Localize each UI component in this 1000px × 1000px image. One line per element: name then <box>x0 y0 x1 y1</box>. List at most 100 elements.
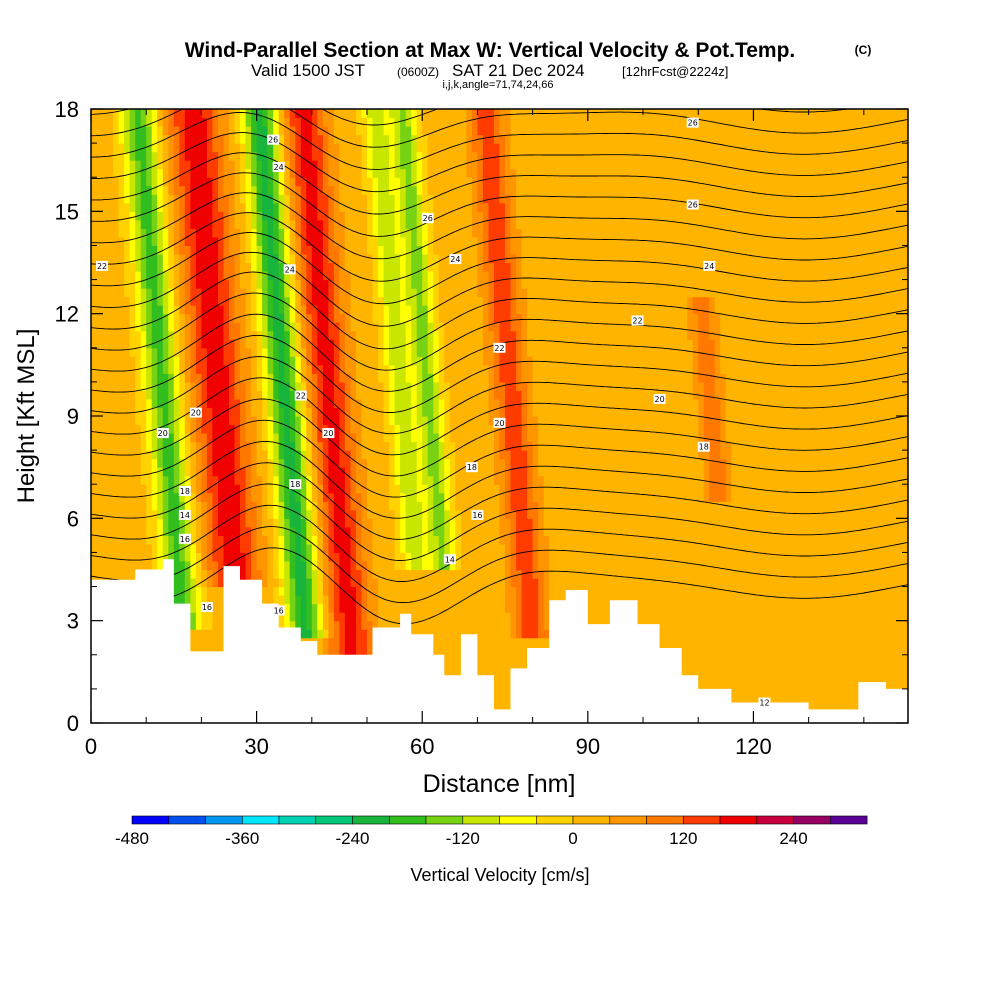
velocity-cell <box>378 595 385 605</box>
velocity-cell <box>300 398 307 408</box>
velocity-cell <box>328 356 335 366</box>
velocity-cell <box>229 518 236 528</box>
velocity-cell <box>367 177 374 187</box>
velocity-cell <box>416 595 423 605</box>
velocity-cell <box>350 637 357 647</box>
velocity-cell <box>262 347 269 357</box>
velocity-cell <box>289 305 296 315</box>
velocity-cell <box>300 339 307 349</box>
velocity-cell <box>278 330 285 340</box>
grid-indices: i,j,k,angle=71,74,24,66 <box>442 79 553 91</box>
velocity-cell <box>311 552 318 562</box>
velocity-cell <box>273 228 280 238</box>
velocity-cell <box>168 492 175 502</box>
velocity-cell <box>295 151 302 161</box>
velocity-cell <box>389 356 396 366</box>
velocity-cell <box>102 168 109 178</box>
velocity-cell <box>179 202 186 212</box>
velocity-cell <box>173 313 180 323</box>
velocity-cell <box>361 202 368 212</box>
velocity-cell <box>201 416 208 426</box>
velocity-cell <box>300 126 307 136</box>
velocity-cell <box>361 535 368 545</box>
velocity-cell <box>223 543 230 553</box>
velocity-cell <box>129 185 136 195</box>
velocity-cell <box>438 484 445 494</box>
velocity-cell <box>460 407 467 417</box>
velocity-cell <box>256 347 263 357</box>
velocity-cell <box>295 305 302 315</box>
velocity-cell <box>102 185 109 195</box>
velocity-cell <box>218 356 225 366</box>
velocity-cell <box>267 219 274 229</box>
velocity-cell <box>278 475 285 485</box>
velocity-cell <box>427 254 434 264</box>
velocity-cell <box>322 160 329 170</box>
velocity-cell <box>361 279 368 289</box>
velocity-cell <box>311 134 318 144</box>
velocity-cell <box>317 595 324 605</box>
velocity-cell <box>129 330 136 340</box>
velocity-cell <box>295 595 302 605</box>
velocity-cell <box>405 219 412 229</box>
velocity-cell <box>234 288 241 298</box>
velocity-cell <box>433 416 440 426</box>
velocity-cell <box>168 441 175 451</box>
velocity-cell <box>107 219 114 229</box>
velocity-cell <box>449 134 456 144</box>
velocity-cell <box>113 569 120 579</box>
velocity-cell <box>389 236 396 246</box>
velocity-cell <box>206 578 213 588</box>
velocity-cell <box>162 279 169 289</box>
velocity-cell <box>240 450 247 460</box>
velocity-cell <box>438 313 445 323</box>
velocity-cell <box>422 143 429 153</box>
velocity-cell <box>168 117 175 127</box>
velocity-cell <box>146 526 153 536</box>
velocity-cell <box>218 535 225 545</box>
velocity-cell <box>184 492 191 502</box>
velocity-cell <box>411 492 418 502</box>
velocity-cell <box>218 279 225 289</box>
velocity-cell <box>400 126 407 136</box>
velocity-cell <box>102 279 109 289</box>
velocity-cell <box>466 117 473 127</box>
velocity-cell <box>273 126 280 136</box>
velocity-cell <box>168 390 175 400</box>
velocity-cell <box>179 398 186 408</box>
velocity-cell <box>118 185 125 195</box>
velocity-cell <box>416 339 423 349</box>
velocity-cell <box>245 211 252 221</box>
velocity-cell <box>157 151 164 161</box>
velocity-cell <box>367 254 374 264</box>
velocity-cell <box>383 492 390 502</box>
velocity-cell <box>212 339 219 349</box>
velocity-cell <box>146 228 153 238</box>
velocity-cell <box>416 620 423 630</box>
velocity-cell <box>389 151 396 161</box>
velocity-cell <box>344 236 351 246</box>
velocity-cell <box>190 501 197 511</box>
velocity-cell <box>113 211 120 221</box>
velocity-cell <box>118 535 125 545</box>
velocity-cell <box>201 569 208 579</box>
velocity-cell <box>311 117 318 127</box>
velocity-cell <box>438 134 445 144</box>
velocity-cell <box>339 151 346 161</box>
velocity-cell <box>361 578 368 588</box>
velocity-cell <box>317 279 324 289</box>
velocity-cell <box>339 313 346 323</box>
velocity-cell <box>372 330 379 340</box>
velocity-cell <box>322 134 329 144</box>
velocity-cell <box>306 271 313 281</box>
velocity-cell <box>344 296 351 306</box>
velocity-cell <box>245 390 252 400</box>
velocity-cell <box>411 458 418 468</box>
velocity-cell <box>306 578 313 588</box>
velocity-cell <box>201 441 208 451</box>
velocity-cell <box>218 407 225 417</box>
velocity-cell <box>234 467 241 477</box>
velocity-cell <box>245 245 252 255</box>
velocity-cell <box>438 219 445 229</box>
velocity-cell <box>113 160 120 170</box>
